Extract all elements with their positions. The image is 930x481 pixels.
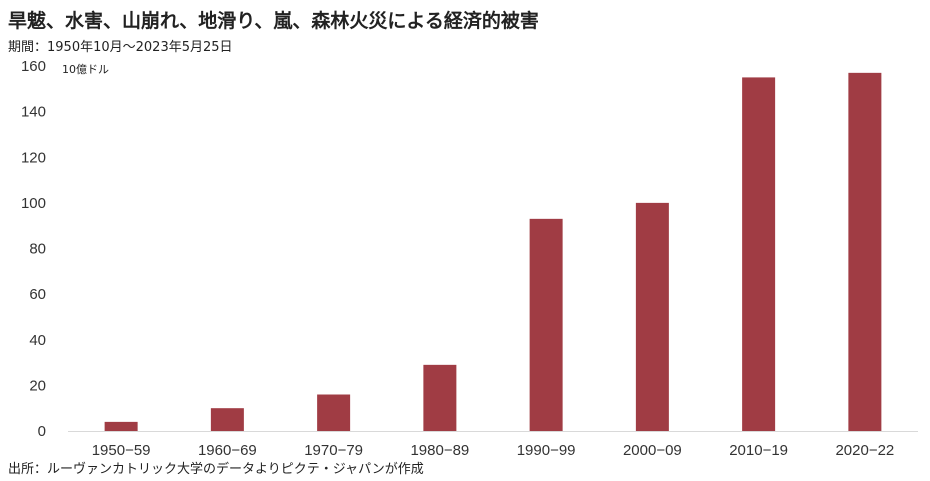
x-tick-label: 2020−22 [835, 442, 894, 459]
chart-subtitle: 期間：1950年10月〜2023年5月25日 [8, 40, 233, 55]
bar-4 [529, 218, 563, 431]
y-tick-label: 0 [38, 423, 46, 440]
y-axis-unit-label: 10億ドル [62, 63, 109, 76]
y-axis-ticks: 0 20 40 60 80 100 120 140 160 [21, 58, 46, 440]
bar-0 [104, 421, 138, 431]
x-tick-label: 2000−09 [623, 442, 682, 459]
y-tick-label: 140 [21, 104, 46, 121]
x-tick-label: 1980−89 [410, 442, 469, 459]
bar-3 [423, 364, 457, 431]
x-axis-ticks: 1950−59 1960−69 1970−79 1980−89 1990−99 2000−… [92, 442, 895, 459]
y-tick-label: 40 [29, 332, 46, 349]
y-tick-label: 20 [29, 377, 46, 394]
y-tick-label: 160 [21, 58, 46, 75]
x-tick-label: 1960−69 [198, 442, 257, 459]
x-tick-label: 2010−19 [729, 442, 788, 459]
x-tick-label: 1950−59 [92, 442, 151, 459]
bars-group [104, 72, 882, 431]
bar-6 [742, 77, 776, 431]
bar-2 [317, 394, 351, 431]
y-tick-label: 60 [29, 286, 46, 303]
x-tick-label: 1970−79 [304, 442, 363, 459]
y-tick-label: 80 [29, 241, 46, 258]
bar-1 [210, 408, 244, 431]
y-tick-label: 100 [21, 195, 46, 212]
x-tick-label: 1990−99 [517, 442, 576, 459]
bar-5 [635, 202, 669, 431]
chart-title: 旱魃、水害、山崩れ、地滑り、嵐、森林火災による経済的被害 [8, 10, 539, 32]
chart-source-note: 出所：ルーヴァンカトリック大学のデータよりピクテ・ジャパンが作成 [8, 462, 424, 477]
bar-7 [848, 72, 882, 431]
y-tick-label: 120 [21, 149, 46, 166]
